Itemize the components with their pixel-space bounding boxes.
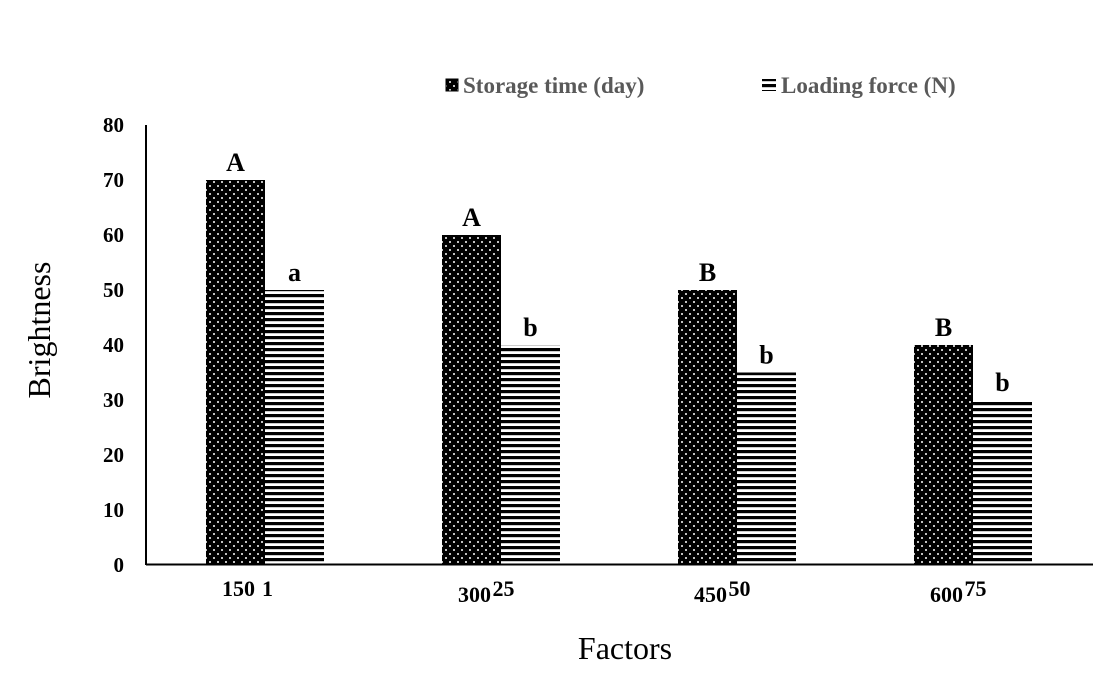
y-tick-label: 10 bbox=[103, 498, 124, 522]
bar-loading-force bbox=[265, 290, 324, 565]
legend-label-storage-time: Storage time (day) bbox=[463, 73, 644, 98]
significance-label: a bbox=[288, 258, 301, 287]
x-category-storage-time: 450 bbox=[694, 582, 727, 607]
significance-label: B bbox=[935, 313, 952, 342]
x-axis-title: Factors bbox=[578, 630, 672, 666]
y-tick-label: 20 bbox=[103, 443, 124, 467]
bar-loading-force bbox=[501, 345, 560, 565]
x-category-loading-force: 1 bbox=[262, 576, 273, 601]
significance-label: A bbox=[462, 203, 481, 232]
bars bbox=[206, 180, 1032, 565]
x-category-loading-force: 50 bbox=[729, 576, 751, 601]
significance-label: B bbox=[699, 258, 716, 287]
bar-storage-time bbox=[914, 345, 973, 565]
y-tick-label: 30 bbox=[103, 388, 124, 412]
significance-label: b bbox=[995, 368, 1009, 397]
x-category-labels: 150 300 450 600 1 25 50 75 bbox=[222, 576, 987, 607]
x-category-loading-force: 25 bbox=[493, 576, 515, 601]
significance-label: A bbox=[226, 148, 245, 177]
y-axis-ticks: 0 10 20 30 40 50 60 70 80 bbox=[103, 113, 124, 577]
bar-loading-force bbox=[737, 372, 796, 565]
y-tick-label: 40 bbox=[103, 333, 124, 357]
bar-storage-time bbox=[678, 290, 737, 565]
y-tick-label: 50 bbox=[103, 278, 124, 302]
y-tick-label: 80 bbox=[103, 113, 124, 137]
legend-swatch-striped bbox=[762, 79, 776, 91]
x-category-storage-time: 300 bbox=[458, 582, 491, 607]
y-tick-label: 70 bbox=[103, 168, 124, 192]
bar-labels: A A B Ba b b b bbox=[226, 148, 1010, 397]
x-category-loading-force: 75 bbox=[965, 576, 987, 601]
x-category-storage-time: 150 bbox=[222, 576, 255, 601]
bar-storage-time bbox=[442, 235, 501, 565]
legend-swatch-dotted bbox=[445, 78, 459, 92]
y-tick-label: 0 bbox=[114, 553, 125, 577]
y-tick-label: 60 bbox=[103, 223, 124, 247]
y-axis-title: Brightness bbox=[21, 262, 57, 399]
x-category-storage-time: 600 bbox=[930, 582, 963, 607]
legend-label-loading-force: Loading force (N) bbox=[781, 73, 956, 98]
bar-storage-time bbox=[206, 180, 265, 565]
significance-label: b bbox=[523, 313, 537, 342]
bar-loading-force bbox=[973, 400, 1032, 565]
legend-item-storage-time: Storage time (day) bbox=[445, 73, 644, 98]
legend: Storage time (day) Loading force (N) bbox=[445, 73, 956, 98]
legend-item-loading-force: Loading force (N) bbox=[762, 73, 956, 98]
significance-label: b bbox=[759, 341, 773, 370]
